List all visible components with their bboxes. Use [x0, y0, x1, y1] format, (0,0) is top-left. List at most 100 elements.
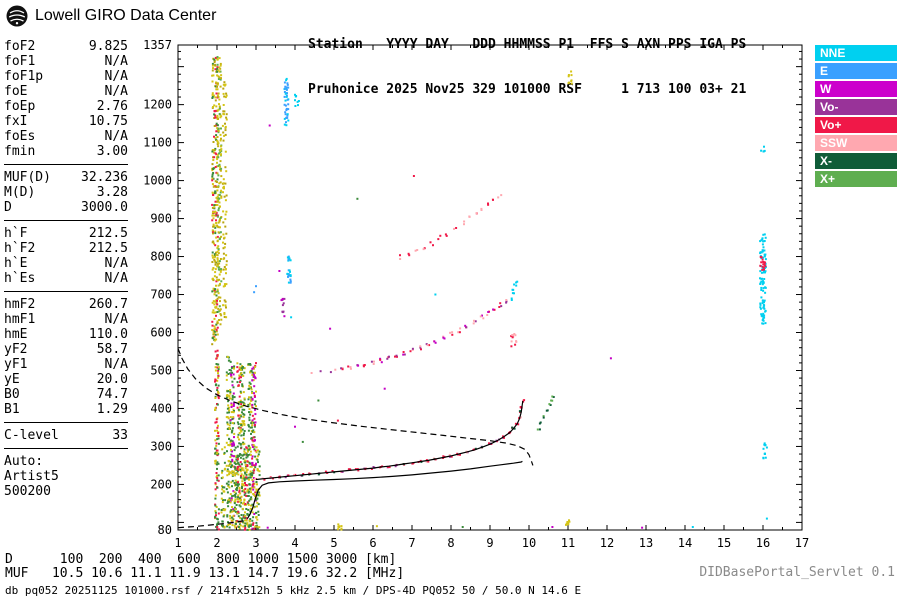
param-label: yF2: [4, 342, 28, 357]
distance-row: D 100 200 400 600 800 1000 1500 3000 [km…: [5, 552, 397, 567]
legend-item-vo: Vo+: [815, 117, 897, 133]
trace-fit: [255, 400, 524, 481]
param-row: fxI 10.75: [4, 114, 128, 129]
param-row: foF2 9.825: [4, 39, 128, 54]
param-label: h`E: [4, 256, 28, 271]
param-value: 33: [112, 428, 128, 443]
y-tick-label: 1200: [143, 98, 172, 112]
legend-item-w: W: [815, 81, 897, 97]
x-tick-label: 14: [678, 536, 692, 550]
echo-direction-legend: NNE E W Vo- Vo+ SSW X- X+: [815, 45, 897, 189]
x-tick-label: 5: [330, 536, 337, 550]
param-label: h`F: [4, 226, 28, 241]
param-value: 10.75: [88, 114, 128, 129]
param-row: h`Es N/A: [4, 271, 128, 286]
param-group: h`F 212.5 h`F2 212.5 h`E N/A h`Es N/A: [4, 226, 128, 292]
parameter-panel: foF2 9.825 foF1 N/A foF1p N/A foE N/A foEp 2.76 fx…: [4, 39, 128, 499]
auto-line: Artist5: [4, 469, 59, 484]
x-tick-label: 6: [369, 536, 376, 550]
param-row: h`F2 212.5: [4, 241, 128, 256]
y-tick-label: 80: [158, 523, 172, 537]
param-value: N/A: [104, 84, 128, 99]
param-value: 3.00: [96, 144, 128, 159]
param-value: 9.825: [88, 39, 128, 54]
param-value: 20.0: [96, 372, 128, 387]
param-label: yE: [4, 372, 20, 387]
param-group: C-level 33: [4, 428, 128, 449]
x-tick-label: 15: [717, 536, 731, 550]
x-tick-label: 3: [252, 536, 259, 550]
param-value: 3000.0: [81, 200, 128, 215]
y-tick-label: 700: [150, 288, 172, 302]
param-value: 32.236: [81, 170, 128, 185]
param-label: hmF2: [4, 297, 36, 312]
param-row: hmF1 N/A: [4, 312, 128, 327]
param-row: foF1p N/A: [4, 69, 128, 84]
legend-item-nne: NNE: [815, 45, 897, 61]
auto-line: Auto:: [4, 454, 44, 469]
param-value: N/A: [104, 54, 128, 69]
param-label: fmin: [4, 144, 36, 159]
param-value: N/A: [104, 357, 128, 372]
param-label: D: [4, 200, 12, 215]
legend-item-x: X+: [815, 171, 897, 187]
x-tick-label: 10: [522, 536, 536, 550]
muf-row: MUF 10.5 10.6 11.1 11.9 13.1 14.7 19.6 3…: [5, 566, 405, 581]
param-value: N/A: [104, 69, 128, 84]
param-value: 58.7: [96, 342, 128, 357]
param-label: B1: [4, 402, 20, 417]
param-row: yE 20.0: [4, 372, 128, 387]
param-label: foF1p: [4, 69, 44, 84]
y-tick-label: 1100: [143, 136, 172, 150]
y-tick-label: 800: [150, 250, 172, 264]
legend-item-e: E: [815, 63, 897, 79]
y-tick-label: 1357: [143, 38, 172, 52]
param-label: h`F2: [4, 241, 36, 256]
brand-title: Lowell GIRO Data Center: [35, 7, 217, 24]
param-row: foEs N/A: [4, 129, 128, 144]
param-label: C-level: [4, 428, 59, 443]
giro-logo-icon: [6, 5, 28, 27]
x-tick-label: 17: [795, 536, 809, 550]
param-value: 260.7: [88, 297, 128, 312]
param-label: hmF1: [4, 312, 36, 327]
param-row: B0 74.7: [4, 387, 128, 402]
sub-fmin-extrapolation: [177, 519, 246, 529]
param-label: foF1: [4, 54, 36, 69]
param-group: foF2 9.825 foF1 N/A foF1p N/A foE N/A foEp 2.76 fx…: [4, 39, 128, 165]
param-row: hmE 110.0: [4, 327, 128, 342]
y-tick-label: 1000: [143, 174, 172, 188]
param-label: fxI: [4, 114, 28, 129]
param-label: foF2: [4, 39, 36, 54]
param-row: foE N/A: [4, 84, 128, 99]
param-row: h`E N/A: [4, 256, 128, 271]
param-value: 212.5: [88, 226, 128, 241]
x-tick-label: 8: [447, 536, 454, 550]
param-label: foEs: [4, 129, 36, 144]
param-value: N/A: [104, 256, 128, 271]
param-value: 110.0: [88, 327, 128, 342]
param-label: MUF(D): [4, 170, 51, 185]
param-group: hmF2 260.7 hmF1 N/A hmE 110.0 yF2 58.7 yF1 N/A yE 2…: [4, 297, 128, 423]
param-row: yF1 N/A: [4, 357, 128, 372]
param-row: MUF(D) 32.236: [4, 170, 128, 185]
param-label: B0: [4, 387, 20, 402]
y-tick-label: 400: [150, 401, 172, 415]
x-tick-label: 2: [213, 536, 220, 550]
param-label: foEp: [4, 99, 36, 114]
param-row: D 3000.0: [4, 200, 128, 215]
param-row: B1 1.29: [4, 402, 128, 417]
x-tick-label: 4: [291, 536, 298, 550]
param-value: 74.7: [96, 387, 128, 402]
param-row: yF2 58.7: [4, 342, 128, 357]
y-tick-label: 200: [150, 477, 172, 491]
param-group: MUF(D) 32.236 M(D) 3.28 D 3000.0: [4, 170, 128, 221]
param-value: 1.29: [96, 402, 128, 417]
x-tick-label: 1: [174, 536, 181, 550]
param-value: N/A: [104, 129, 128, 144]
y-tick-label: 500: [150, 363, 172, 377]
param-row: C-level 33: [4, 428, 128, 443]
ionogram-plot: 1 2 3 4 5 6 7 8 9 10 11 12 13 14 15 16 17802003004005006…: [143, 38, 809, 550]
param-value: 3.28: [96, 185, 128, 200]
